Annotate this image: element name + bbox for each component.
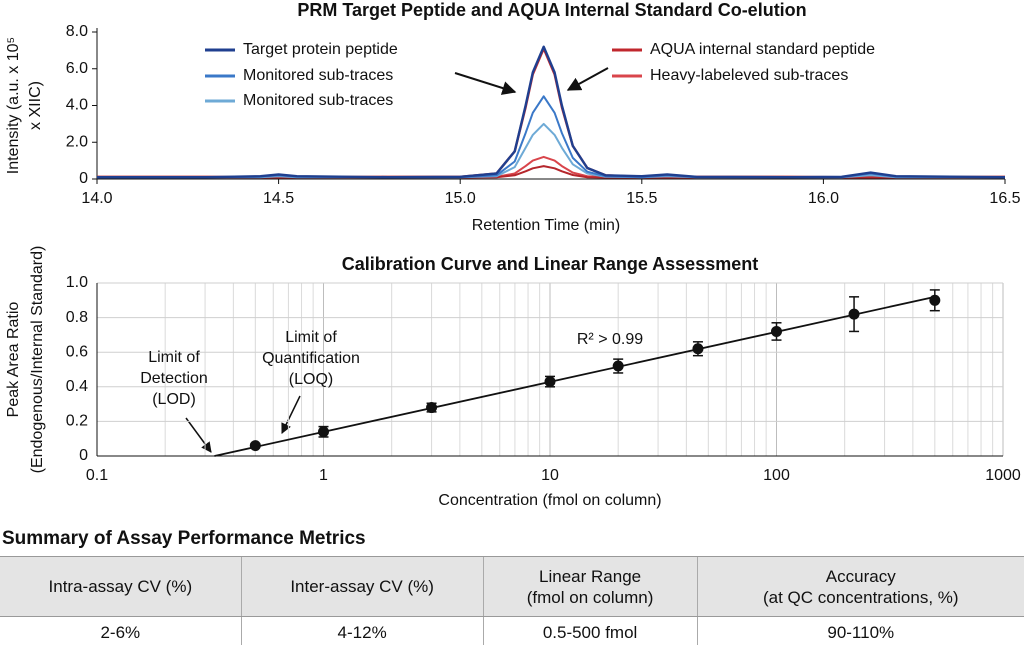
annotation: (LOQ) [289, 371, 333, 388]
table-cell: 90-110% [696, 616, 1024, 645]
table-cell: 4-12% [240, 616, 484, 645]
data-point [692, 343, 704, 355]
arrow [185, 417, 212, 453]
y-tick-label: 0.8 [66, 309, 88, 326]
header-cell: Linear Range (fmol on column) [482, 556, 698, 617]
legend-label: Target protein peptide [243, 41, 398, 58]
annotation: R² > 0.99 [577, 331, 643, 348]
x-tick-label: 100 [763, 467, 790, 484]
x-tick-label: 10 [541, 467, 559, 484]
y-axis-label: (Endogenous/Internal Standard) [29, 246, 46, 474]
legend-label: AQUA internal standard peptide [650, 41, 875, 58]
annotation: Quantification [262, 350, 360, 367]
chart-title: Calibration Curve and Linear Range Asses… [342, 254, 758, 274]
y-tick-label: 1.0 [66, 274, 88, 291]
x-tick-label: 14.0 [81, 190, 112, 207]
y-tick-label: 8.0 [66, 23, 88, 40]
chart-title: PRM Target Peptide and AQUA Internal Sta… [297, 0, 806, 20]
x-axis-label: Concentration (fmol on column) [438, 492, 661, 509]
x-tick-label: 14.5 [263, 190, 294, 207]
arrow [566, 67, 609, 91]
x-tick-label: 0.1 [86, 467, 108, 484]
annotation: (LOD) [152, 391, 196, 408]
y-axis-label: Peak Area Ratio [5, 302, 22, 418]
table-title: Summary of Assay Performance Metrics [2, 528, 366, 549]
annotation: Limit of [148, 349, 200, 366]
metrics-table: Intra-assay CV (%) Inter-assay CV (%) Line… [0, 556, 1024, 645]
x-tick-label: 1 [319, 467, 328, 484]
y-tick-label: 0.6 [66, 343, 88, 360]
y-tick-label: 6.0 [66, 60, 88, 77]
series-line [97, 122, 1005, 179]
header-row: Intra-assay CV (%) Inter-assay CV (%) Line… [0, 556, 1024, 617]
data-point [318, 426, 329, 438]
header-cell: Inter-assay CV (%) [240, 556, 484, 617]
data-point [249, 440, 261, 452]
header-cell: Accuracy (at QC concentrations, %) [696, 556, 1024, 617]
data-point [544, 376, 556, 388]
y-tick-label: 0 [79, 170, 88, 187]
data-point [771, 325, 782, 337]
y-tick-label: 0.4 [66, 378, 88, 395]
x-tick-label: 16.0 [808, 190, 839, 207]
fit-line [214, 295, 936, 457]
data-point [426, 402, 438, 414]
table-cell: 0.5-500 fmol [482, 616, 698, 645]
y-tick-label: 0.2 [66, 413, 88, 430]
arrow [281, 395, 301, 434]
x-tick-label: 16.5 [989, 190, 1020, 207]
data-point [612, 360, 624, 372]
x-tick-label: 15.0 [445, 190, 476, 207]
table-cell: 2-6% [100, 623, 141, 642]
series-line [97, 95, 1006, 179]
y-axis-label: Intensity (a.u. x 10⁵ [5, 37, 22, 174]
y-tick-label: 2.0 [66, 133, 88, 150]
x-tick-label: 15.5 [626, 190, 657, 207]
y-axis-label: x XIIC) [27, 81, 44, 130]
legend-label: Heavy-labeleved sub-traces [650, 67, 848, 84]
annotation: Detection [140, 370, 208, 387]
header-cell: Intra-assay CV (%) [0, 556, 242, 617]
legend-label: Monitored sub-traces [243, 92, 393, 109]
legend-label: Monitored sub-traces [243, 67, 393, 84]
series-line [97, 47, 1006, 179]
x-tick-label: 1000 [985, 467, 1021, 484]
y-tick-label: 4.0 [66, 97, 88, 114]
table-row: 2-6% 4-12% 0.5-500 fmol 90-110% [0, 616, 1024, 645]
arrow [454, 72, 517, 95]
series-line [97, 45, 1006, 179]
charts: PRM Target Peptide and AQUA Internal Sta… [5, 0, 1021, 509]
data-point [929, 294, 941, 306]
x-axis-label: Retention Time (min) [472, 217, 621, 234]
y-tick-label: 0 [79, 447, 88, 464]
annotation: Limit of [285, 329, 337, 346]
data-point [848, 308, 860, 320]
